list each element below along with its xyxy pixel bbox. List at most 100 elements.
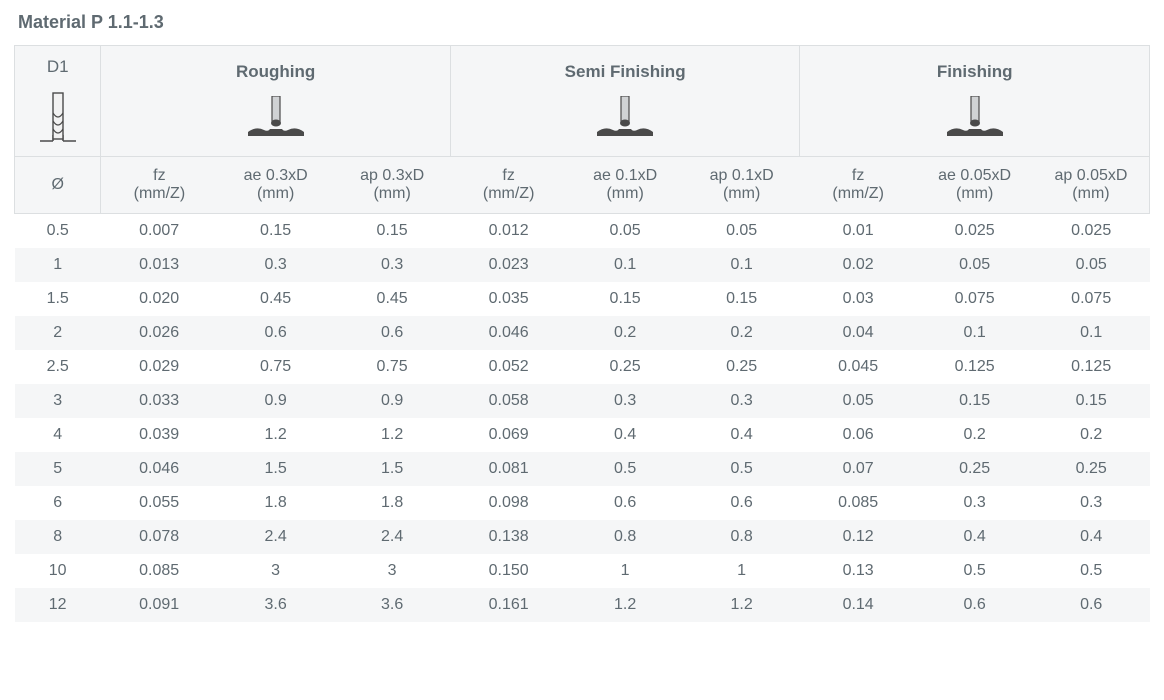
cell-value: 0.3	[1033, 486, 1150, 520]
cell-value: 0.138	[450, 520, 567, 554]
cell-value: 0.25	[567, 350, 684, 384]
cell-diameter: 2.5	[15, 350, 101, 384]
cell-value: 0.45	[217, 282, 334, 316]
header-group-finishing: Finishing	[800, 46, 1150, 157]
cell-diameter: 2	[15, 316, 101, 350]
cell-value: 0.161	[450, 588, 567, 622]
cell-diameter: 1	[15, 248, 101, 282]
cell-value: 0.046	[450, 316, 567, 350]
cutting-data-table: D1 R	[14, 45, 1150, 622]
cell-value: 0.039	[101, 418, 218, 452]
table-row: 50.0461.51.50.0810.50.50.070.250.25	[15, 452, 1150, 486]
cell-value: 0.3	[683, 384, 800, 418]
cell-value: 0.01	[800, 214, 917, 249]
cell-value: 1.5	[217, 452, 334, 486]
cell-value: 3	[334, 554, 451, 588]
table-row: 2.50.0290.750.750.0520.250.250.0450.1250…	[15, 350, 1150, 384]
header-ap: ap 0.05xD (mm)	[1033, 157, 1150, 214]
cell-value: 1.2	[334, 418, 451, 452]
cell-value: 0.05	[1033, 248, 1150, 282]
table-row: 60.0551.81.80.0980.60.60.0850.30.3	[15, 486, 1150, 520]
cell-value: 0.13	[800, 554, 917, 588]
header-ae: ae 0.05xD (mm)	[916, 157, 1033, 214]
cell-value: 0.4	[683, 418, 800, 452]
cell-value: 2.4	[334, 520, 451, 554]
cell-value: 0.15	[683, 282, 800, 316]
cell-value: 0.6	[217, 316, 334, 350]
cell-value: 2.4	[217, 520, 334, 554]
cell-value: 0.5	[567, 452, 684, 486]
milling-icon	[945, 96, 1005, 140]
cell-value: 1	[567, 554, 684, 588]
page-title: Material P 1.1-1.3	[18, 12, 1150, 33]
cell-value: 0.125	[1033, 350, 1150, 384]
subheader-row: Ø fz (mm/Z) ae 0.3xD (mm) ap 0.3xD (mm) …	[15, 157, 1150, 214]
cell-value: 0.9	[217, 384, 334, 418]
cell-value: 0.6	[683, 486, 800, 520]
cell-value: 1.5	[334, 452, 451, 486]
cell-value: 0.2	[567, 316, 684, 350]
cell-value: 0.8	[683, 520, 800, 554]
cell-diameter: 12	[15, 588, 101, 622]
cell-value: 0.025	[1033, 214, 1150, 249]
cell-value: 0.15	[916, 384, 1033, 418]
cell-value: 0.15	[217, 214, 334, 249]
cell-value: 0.5	[1033, 554, 1150, 588]
cell-value: 0.2	[1033, 418, 1150, 452]
cell-value: 0.03	[800, 282, 917, 316]
cell-value: 0.2	[683, 316, 800, 350]
cell-value: 0.023	[450, 248, 567, 282]
milling-icon	[246, 96, 306, 140]
cell-value: 0.05	[683, 214, 800, 249]
cell-value: 0.046	[101, 452, 218, 486]
cell-value: 0.013	[101, 248, 218, 282]
cell-value: 0.3	[334, 248, 451, 282]
cell-value: 3.6	[217, 588, 334, 622]
header-d1: D1	[15, 46, 101, 157]
header-ap: ap 0.3xD (mm)	[334, 157, 451, 214]
table-row: 80.0782.42.40.1380.80.80.120.40.4	[15, 520, 1150, 554]
cell-value: 0.9	[334, 384, 451, 418]
cell-value: 0.3	[916, 486, 1033, 520]
cell-value: 0.6	[567, 486, 684, 520]
cell-value: 0.075	[1033, 282, 1150, 316]
cell-value: 0.125	[916, 350, 1033, 384]
cell-value: 0.081	[450, 452, 567, 486]
cell-value: 0.1	[916, 316, 1033, 350]
cell-value: 0.052	[450, 350, 567, 384]
cell-value: 0.1	[683, 248, 800, 282]
cell-value: 0.15	[567, 282, 684, 316]
header-ae: ae 0.3xD (mm)	[217, 157, 334, 214]
cell-diameter: 6	[15, 486, 101, 520]
cell-value: 0.05	[916, 248, 1033, 282]
cell-value: 0.026	[101, 316, 218, 350]
header-group-semi-finishing: Semi Finishing	[450, 46, 800, 157]
cell-diameter: 10	[15, 554, 101, 588]
cell-value: 0.3	[567, 384, 684, 418]
cell-value: 0.4	[916, 520, 1033, 554]
cell-value: 0.085	[800, 486, 917, 520]
cell-diameter: 8	[15, 520, 101, 554]
table-row: 20.0260.60.60.0460.20.20.040.10.1	[15, 316, 1150, 350]
cell-value: 0.25	[1033, 452, 1150, 486]
cell-value: 0.15	[1033, 384, 1150, 418]
endmill-icon	[38, 91, 78, 145]
table-row: 1.50.0200.450.450.0350.150.150.030.0750.…	[15, 282, 1150, 316]
header-group-roughing: Roughing	[101, 46, 451, 157]
cell-value: 0.3	[217, 248, 334, 282]
cell-value: 0.058	[450, 384, 567, 418]
cell-value: 0.035	[450, 282, 567, 316]
cell-diameter: 3	[15, 384, 101, 418]
table-row: 10.0130.30.30.0230.10.10.020.050.05	[15, 248, 1150, 282]
cell-value: 0.04	[800, 316, 917, 350]
cell-value: 0.069	[450, 418, 567, 452]
cell-value: 0.1	[567, 248, 684, 282]
cell-value: 0.25	[916, 452, 1033, 486]
cell-value: 0.078	[101, 520, 218, 554]
milling-icon	[595, 96, 655, 140]
header-ap: ap 0.1xD (mm)	[683, 157, 800, 214]
header-fz: fz (mm/Z)	[450, 157, 567, 214]
cell-value: 1.2	[683, 588, 800, 622]
cell-value: 0.033	[101, 384, 218, 418]
cell-value: 0.020	[101, 282, 218, 316]
